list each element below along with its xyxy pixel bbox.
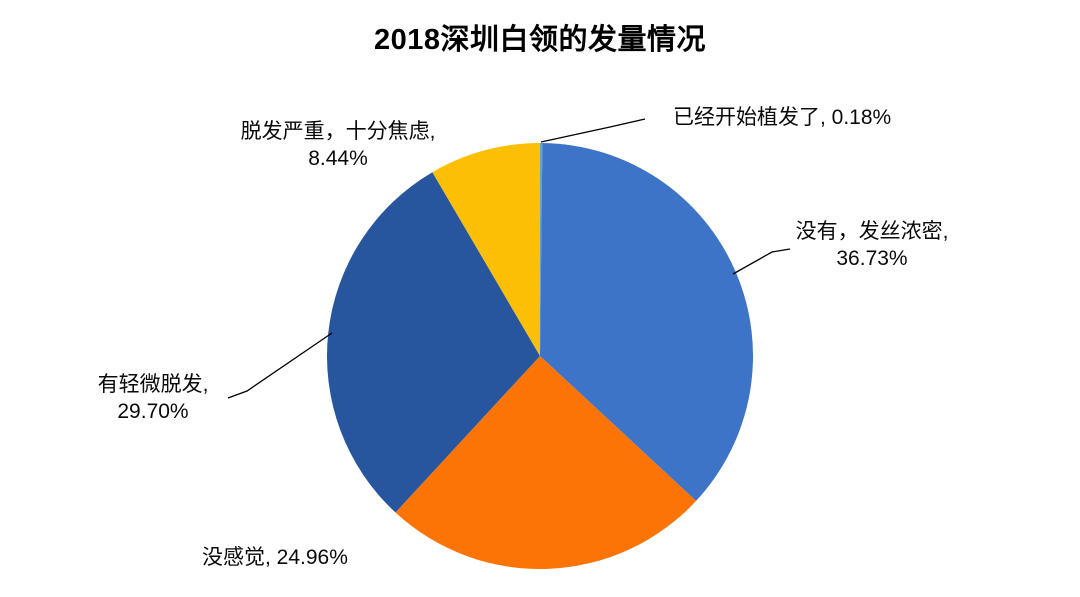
slice-label-slight-hair-loss: 有轻微脱发, 29.70% [97,373,209,423]
pie-slice-3 [326,172,540,513]
leader-line-2 [227,332,333,399]
pie-slice-1 [540,143,754,501]
slice-label-severe-hair-loss: 脱发严重，十分焦虑, 8.44% [240,120,436,170]
pie-slice-4 [432,142,541,356]
pie-slice-2 [395,356,697,570]
leader-line-1 [732,248,791,275]
leader-line-0 [540,118,646,143]
slice-label-hair-transplant: 已经开始植发了, 0.18% [673,106,892,129]
slice-label-dense-hair: 没有，发丝浓密, 36.73% [795,220,949,270]
slice-label-no-feeling: 没感觉, 24.96% [202,546,348,569]
pie-slice-0 [540,142,543,356]
chart-title: 2018深圳白领的发量情况 [373,24,706,56]
